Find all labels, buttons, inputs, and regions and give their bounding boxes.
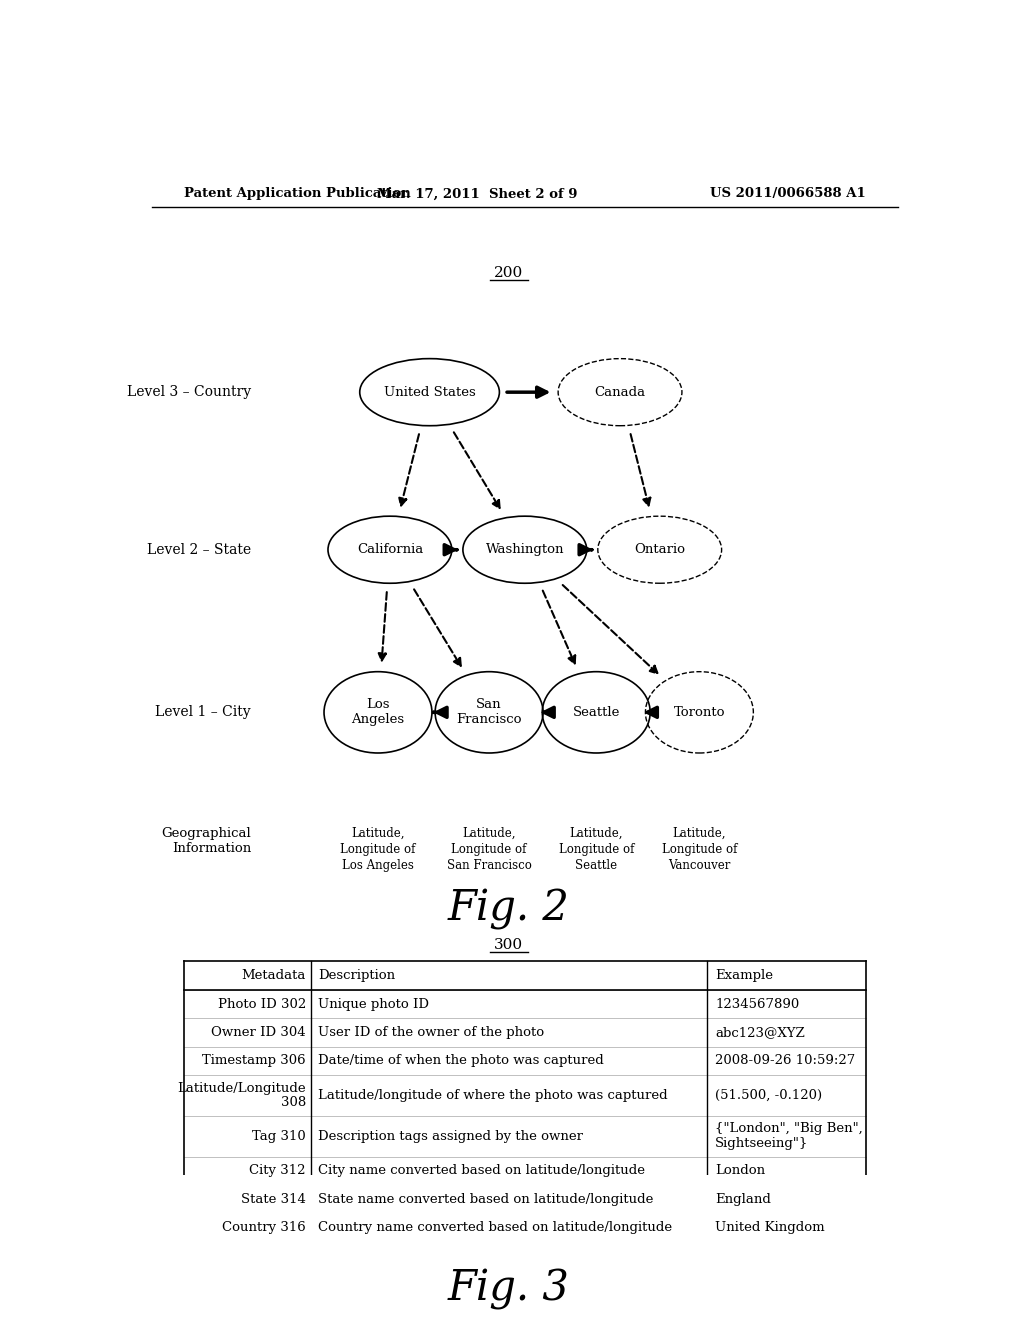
Text: Unique photo ID: Unique photo ID (318, 998, 429, 1011)
Text: 300: 300 (495, 939, 523, 952)
Text: Seattle: Seattle (572, 706, 620, 719)
Text: Level 3 – Country: Level 3 – Country (127, 385, 251, 399)
Text: Country 316: Country 316 (222, 1221, 306, 1234)
Text: US 2011/0066588 A1: US 2011/0066588 A1 (711, 187, 866, 201)
FancyArrowPatch shape (631, 434, 650, 506)
FancyArrowPatch shape (454, 432, 500, 508)
Text: Example: Example (715, 969, 773, 982)
Text: Country name converted based on latitude/longitude: Country name converted based on latitude… (318, 1221, 673, 1234)
Text: Description: Description (318, 969, 395, 982)
FancyArrowPatch shape (414, 589, 461, 665)
Text: Los
Angeles: Los Angeles (351, 698, 404, 726)
Text: Date/time of when the photo was captured: Date/time of when the photo was captured (318, 1055, 604, 1068)
Text: Level 1 – City: Level 1 – City (156, 705, 251, 719)
Text: Toronto: Toronto (674, 706, 725, 719)
Text: Description tags assigned by the owner: Description tags assigned by the owner (318, 1130, 584, 1143)
Text: Metadata: Metadata (242, 969, 306, 982)
Text: Photo ID 302: Photo ID 302 (217, 998, 306, 1011)
Text: 2008-09-26 10:59:27: 2008-09-26 10:59:27 (715, 1055, 855, 1068)
FancyArrowPatch shape (434, 708, 447, 717)
Text: Fig. 3: Fig. 3 (447, 1267, 570, 1309)
Text: User ID of the owner of the photo: User ID of the owner of the photo (318, 1026, 545, 1039)
FancyArrowPatch shape (543, 590, 575, 664)
Text: Patent Application Publication: Patent Application Publication (183, 187, 411, 201)
Text: Latitude,
Longitude of
San Francisco: Latitude, Longitude of San Francisco (446, 828, 531, 873)
Text: Timestamp 306: Timestamp 306 (202, 1055, 306, 1068)
Text: California: California (356, 544, 423, 556)
Text: Level 2 – State: Level 2 – State (146, 543, 251, 557)
FancyArrowPatch shape (563, 585, 657, 673)
Text: Latitude,
Longitude of
Los Angeles: Latitude, Longitude of Los Angeles (340, 828, 416, 873)
Text: Latitude,
Longitude of
Seattle: Latitude, Longitude of Seattle (558, 828, 634, 873)
Text: State name converted based on latitude/longitude: State name converted based on latitude/l… (318, 1193, 654, 1205)
Text: 1234567890: 1234567890 (715, 998, 800, 1011)
Text: Geographical
Information: Geographical Information (161, 828, 251, 855)
FancyArrowPatch shape (647, 708, 657, 717)
Text: Tag 310: Tag 310 (252, 1130, 306, 1143)
Text: United States: United States (384, 385, 475, 399)
Text: City 312: City 312 (249, 1164, 306, 1177)
Text: Latitude,
Longitude of
Vancouver: Latitude, Longitude of Vancouver (662, 828, 737, 873)
Text: Canada: Canada (595, 385, 645, 399)
Text: (51.500, -0.120): (51.500, -0.120) (715, 1089, 822, 1102)
Text: Latitude/longitude of where the photo was captured: Latitude/longitude of where the photo wa… (318, 1089, 668, 1102)
FancyArrowPatch shape (580, 545, 592, 554)
Text: San
Francisco: San Francisco (457, 698, 522, 726)
Text: abc123@XYZ: abc123@XYZ (715, 1026, 805, 1039)
Text: Mar. 17, 2011  Sheet 2 of 9: Mar. 17, 2011 Sheet 2 of 9 (377, 187, 578, 201)
Text: Fig. 2: Fig. 2 (447, 887, 570, 929)
Text: State 314: State 314 (241, 1193, 306, 1205)
Text: Ontario: Ontario (634, 544, 685, 556)
FancyArrowPatch shape (444, 545, 457, 554)
Text: Washington: Washington (485, 544, 564, 556)
Text: United Kingdom: United Kingdom (715, 1221, 825, 1234)
Text: 200: 200 (495, 267, 523, 280)
Text: Owner ID 304: Owner ID 304 (211, 1026, 306, 1039)
FancyArrowPatch shape (507, 387, 547, 397)
Text: London: London (715, 1164, 765, 1177)
Text: City name converted based on latitude/longitude: City name converted based on latitude/lo… (318, 1164, 645, 1177)
Text: England: England (715, 1193, 771, 1205)
FancyArrowPatch shape (379, 593, 387, 660)
FancyArrowPatch shape (544, 708, 554, 717)
Text: {"London", "Big Ben",
Sightseeing"}: {"London", "Big Ben", Sightseeing"} (715, 1122, 863, 1150)
Text: Latitude/Longitude
308: Latitude/Longitude 308 (177, 1082, 306, 1109)
FancyArrowPatch shape (399, 434, 419, 506)
